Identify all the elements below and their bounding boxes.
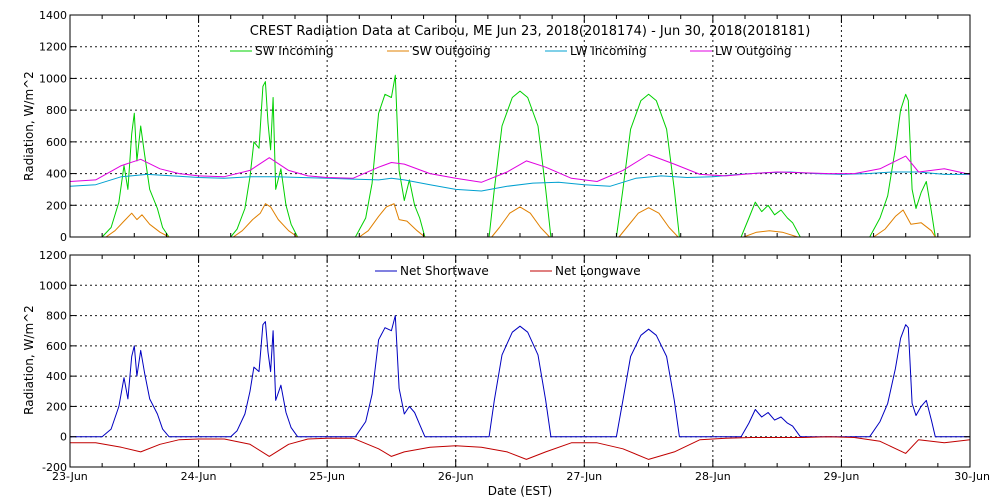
- legend-label: Net Shortwave: [400, 264, 489, 278]
- y-tick-label: 800: [46, 104, 67, 117]
- series-line-lw-outgoing: [69, 154, 971, 183]
- top-y-axis-title: Radiation, W/m^2: [22, 71, 36, 181]
- x-axis-title: Date (EST): [488, 484, 552, 498]
- y-tick-label: 400: [46, 168, 67, 181]
- legend-label: LW Outgoing: [715, 44, 792, 58]
- axes-layer: 0 200 400 600 800 1000 1200 1400 -200 0 200 400 600 8…: [39, 9, 990, 483]
- series-line-net-longwave: [70, 436, 971, 460]
- x-tick-label: 28-Jun: [695, 470, 731, 483]
- legend-label: Net Longwave: [555, 264, 641, 278]
- x-tick-label: 24-Jun: [181, 470, 217, 483]
- y-tick-label: 1000: [39, 72, 67, 85]
- y-tick-label: 200: [46, 199, 67, 212]
- bottom-y-axis-title: Radiation, W/m^2: [22, 305, 36, 415]
- series-line-lw-incoming: [69, 171, 970, 192]
- y-tick-label: 0: [60, 231, 67, 244]
- y-tick-label: 600: [46, 340, 67, 353]
- y-tick-label: 1200: [39, 41, 67, 54]
- series-line-sw-incoming: [70, 74, 970, 238]
- y-tick-label: 1200: [39, 249, 67, 262]
- series-layer: [69, 74, 971, 460]
- grid-layer: [70, 15, 970, 467]
- plot-frame: [69, 254, 971, 468]
- legend-layer: SW Incoming SW Outgoing LW Incoming LW Outg…: [230, 44, 792, 278]
- legend-label: SW Outgoing: [412, 44, 491, 58]
- x-tick-label: 23-Jun: [52, 470, 88, 483]
- x-tick-label: 30-Jun: [954, 470, 990, 483]
- x-tick-label: 29-Jun: [824, 470, 860, 483]
- y-tick-label: 200: [46, 400, 67, 413]
- y-tick-label: 400: [46, 370, 67, 383]
- y-tick-label: 1000: [39, 279, 67, 292]
- y-tick-label: -200: [42, 461, 67, 474]
- legend-label: SW Incoming: [255, 44, 334, 58]
- y-tick-label: 1400: [39, 9, 67, 22]
- chart-title: CREST Radiation Data at Caribou, ME Jun …: [250, 24, 811, 39]
- y-tick-label: 0: [60, 431, 67, 444]
- series-line-sw-outgoing: [70, 203, 970, 238]
- legend-label: LW Incoming: [570, 44, 647, 58]
- y-tick-label: 800: [46, 310, 67, 323]
- plot-frame: [69, 14, 971, 238]
- series-line-net-shortwave: [70, 315, 970, 438]
- x-tick-label: 26-Jun: [438, 470, 474, 483]
- x-tick-label: 25-Jun: [309, 470, 345, 483]
- x-tick-label: 27-Jun: [566, 470, 602, 483]
- y-tick-label: 600: [46, 136, 67, 149]
